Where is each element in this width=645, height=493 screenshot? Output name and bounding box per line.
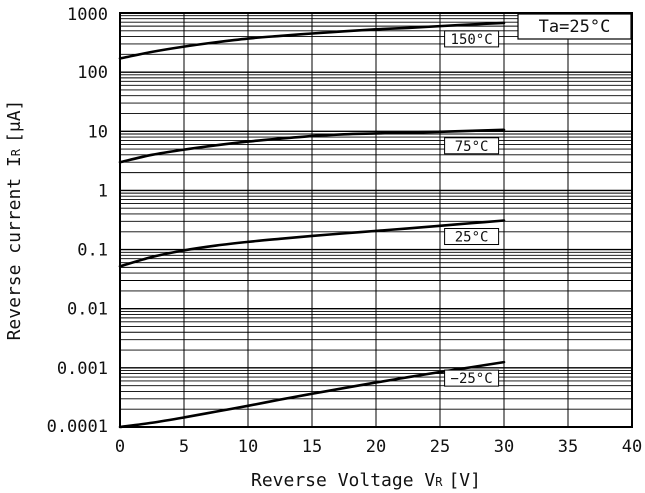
- y-axis-subscript: R: [9, 148, 23, 156]
- y-axis-label: Reverse current I: [4, 156, 25, 340]
- series-lines: [118, 21, 506, 429]
- curve-label: 150°C: [444, 30, 500, 48]
- series-line: [118, 128, 506, 164]
- x-axis-subscript: R: [435, 475, 443, 489]
- series-line: [118, 21, 506, 60]
- y-tick-label: 10: [88, 122, 108, 142]
- y-tick-label: 1: [98, 181, 108, 201]
- curve-label: −25°C: [444, 369, 500, 387]
- y-tick-label: 0.0001: [47, 417, 108, 437]
- curve-label-text: 25°C: [455, 230, 489, 246]
- svg-text:Reverse current IR[μA]: Reverse current IR [μA]: [4, 100, 25, 341]
- tick-labels: 0 5 10 15 20 25 30 35 40 0.0001 0.001 0.01 0.1 1 10 100…: [47, 5, 643, 457]
- plot-frame: [119, 12, 633, 428]
- y-axis-title: Reverse current IR [μA]: [4, 100, 25, 341]
- curve-label-text: −25°C: [451, 371, 493, 387]
- x-tick-label: 10: [238, 437, 258, 457]
- y-tick-label: 0.001: [57, 359, 108, 379]
- legend-box: [517, 13, 632, 40]
- y-tick-label: 100: [77, 63, 108, 83]
- curve-label-text: 150°C: [451, 32, 493, 48]
- curve-label: 25°C: [444, 228, 500, 246]
- curve-label-box: [444, 228, 500, 246]
- svg-text:Reverse Voltage VR[V]: Reverse Voltage VR [V]: [251, 470, 481, 491]
- legend-text: Ta=25°C: [539, 17, 611, 37]
- y-tick-label: 0.01: [67, 300, 108, 320]
- curve-label: 75°C: [444, 137, 500, 155]
- curve-label-box: [444, 369, 500, 387]
- curve-labels: 150°C 75°C 25°C −25°C: [444, 30, 500, 387]
- y-tick-label: 1000: [67, 5, 108, 25]
- x-tick-label: 40: [622, 437, 642, 457]
- x-tick-label: 25: [430, 437, 450, 457]
- series-line: [118, 360, 506, 429]
- y-tick-label: 0.1: [77, 241, 108, 261]
- x-tick-label: 20: [366, 437, 386, 457]
- x-tick-label: 15: [302, 437, 322, 457]
- x-tick-label: 35: [558, 437, 578, 457]
- curve-label-box: [444, 30, 500, 48]
- curve-label-box: [444, 137, 500, 155]
- x-tick-label: 30: [494, 437, 514, 457]
- x-tick-label: 5: [179, 437, 189, 457]
- x-axis-unit: [V]: [448, 470, 481, 491]
- curve-label-text: 75°C: [455, 139, 489, 155]
- series-line: [118, 219, 506, 268]
- y-axis-unit: [μA]: [4, 100, 25, 143]
- x-axis-label: Reverse Voltage V: [251, 470, 435, 491]
- x-axis-title: Reverse Voltage VR [V]: [251, 470, 481, 491]
- temperature-legend: Ta=25°C: [517, 13, 632, 40]
- x-tick-label: 0: [115, 437, 125, 457]
